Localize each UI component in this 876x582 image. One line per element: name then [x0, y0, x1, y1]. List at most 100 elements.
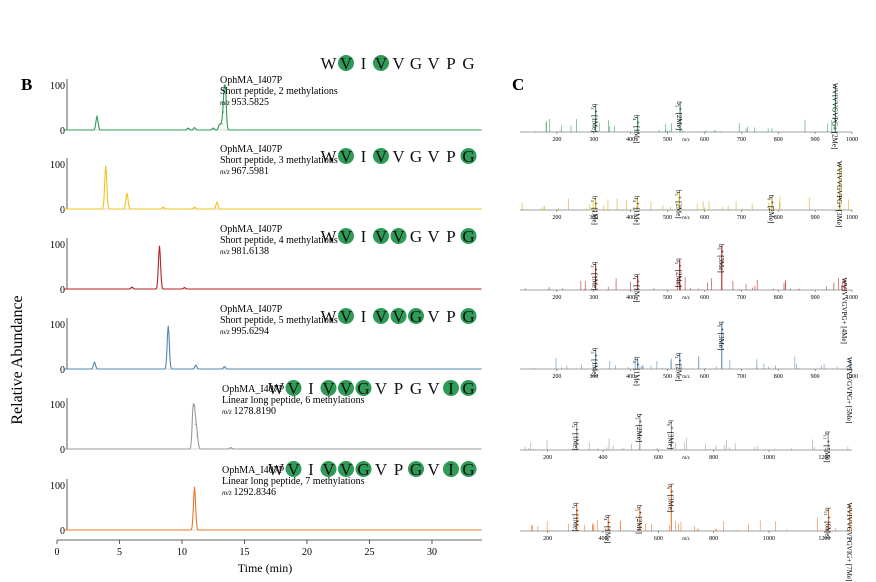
peak-marker [131, 286, 133, 288]
peak-marker [93, 361, 96, 363]
peak-marker [196, 434, 198, 437]
y-axis-label: Relative Abundance [9, 295, 26, 424]
spectrum-tick-label: 600 [700, 137, 709, 143]
spectrum-1: 200 300 400 500 600 700 800 900 1000 m/z b₃⁺ [1Me]… [520, 83, 858, 149]
mz-number: 981.6138 [231, 246, 269, 257]
spectrum-tick-label: 500 [663, 137, 672, 143]
spectrum-tick-label: 900 [811, 295, 820, 301]
residue-letter: V [287, 379, 300, 398]
residue-letter: V [392, 54, 405, 73]
fragment-label: b₆⁺ [3Me] [666, 420, 674, 449]
residue-letter: V [340, 147, 353, 166]
spectrum-tick-label: 800 [709, 455, 718, 461]
residue-letter: V [287, 460, 300, 479]
fragment-label: WVIVVGVPG+ [3Me] [835, 161, 843, 227]
residue-letter: I [361, 54, 367, 73]
mz-number: 1292.8346 [233, 487, 276, 498]
methylation-circle [355, 461, 372, 477]
methylation-circle [460, 308, 477, 324]
fragment-label: b₁₁⁺ [6Me] [823, 507, 831, 538]
residue-letter: G [462, 307, 474, 326]
spectrum-tick-label: 300 [589, 137, 598, 143]
residue-letter: G [462, 379, 474, 398]
residue-letter: P [446, 147, 455, 166]
spectrum-tick-label: 200 [552, 137, 561, 143]
methylation-circle [443, 461, 459, 477]
spectrum-tick-label: 800 [774, 374, 783, 380]
methylation-circle [285, 380, 302, 396]
residue-letter: V [427, 379, 440, 398]
residue-letter: W [320, 54, 337, 73]
residue-letter: P [394, 379, 403, 398]
methylation-circle [390, 308, 407, 324]
spectrum-tick-label: 700 [737, 295, 746, 301]
residue-letter: G [462, 54, 474, 73]
spectrum-tick-label: 400 [626, 374, 635, 380]
y-tick-0: 0 [60, 526, 65, 537]
fragment-label: b₅⁺ [2Me] [674, 190, 682, 219]
methylation-circle [338, 380, 354, 396]
methylation-circle [390, 228, 407, 244]
peak-marker [183, 287, 186, 289]
residue-letter: G [410, 227, 422, 246]
residue-letter: V [427, 227, 440, 246]
residue-letter: W [320, 307, 337, 326]
residue-letter: V [427, 54, 440, 73]
mz-value: m/z 995.6294 [220, 326, 269, 337]
mz-value: m/z 1292.8346 [222, 487, 276, 498]
residue-letter: V [340, 379, 353, 398]
mz-value: m/z 953.5825 [220, 97, 269, 108]
spectrum-tick-label: 500 [663, 374, 672, 380]
y-tick-0: 0 [60, 285, 65, 296]
methylation-circle [355, 380, 372, 396]
residue-letter: I [361, 227, 367, 246]
residue-letter: G [357, 460, 369, 479]
spectrum-tick-label: 400 [626, 137, 635, 143]
spectrum-tick-label: 600 [700, 374, 709, 380]
y-tick-0: 0 [60, 126, 65, 137]
spectrum-tick-label: 1000 [763, 536, 775, 542]
fragment-label: b₅⁺ [2Me] [675, 353, 683, 382]
spectrum-5: 200 400 600 800 1000 1200 m/z b₃⁺ [1Me] b₅⁺ [2Me… [520, 413, 852, 463]
residue-letter: V [322, 379, 335, 398]
fragment-label: b₅⁺ [2Me] [635, 413, 643, 442]
residue-letter: I [448, 460, 454, 479]
residue-letter: I [308, 460, 314, 479]
y-tick-100: 100 [50, 81, 65, 92]
fragment-label: b₄⁺ [1Me] [632, 196, 640, 225]
methylation-circle [285, 461, 302, 477]
fragment-label: b₆⁺ [3Me] [717, 321, 725, 350]
fragment-label: b₆⁺ [3Me] [717, 244, 725, 273]
methylation-circle [460, 461, 477, 477]
y-tick-0: 0 [60, 365, 65, 376]
spectrum-tick-label: 600 [700, 215, 709, 221]
peak-marker [96, 115, 98, 118]
mz-prefix: m/z [220, 328, 231, 336]
mz-value: m/z 1278.8190 [222, 406, 276, 417]
y-tick-100: 100 [50, 400, 65, 411]
y-tick-100: 100 [50, 320, 65, 331]
chromatogram-trace [63, 487, 482, 531]
fragment-label: WVIVVGVPG+ [4Me] [840, 277, 848, 343]
residue-letter: I [361, 147, 367, 166]
methylation-circle [460, 228, 477, 244]
spectrum-tick-label: 900 [811, 374, 820, 380]
y-tick-100: 100 [50, 240, 65, 251]
fragment-label: b₅⁺ [2Me] [635, 505, 643, 534]
spectrum-4: 200 300 400 500 600 700 800 900 1000 m/z b₃⁺ [1Me]… [520, 321, 858, 423]
peptide-description: Linear long peptide, 7 methylations [222, 476, 365, 487]
chromatogram-trace [63, 166, 482, 210]
spectrum-tick-label: 800 [774, 295, 783, 301]
spectrum-3: 200 300 400 500 600 700 800 900 1000 m/z b₃⁺ [1Me]… [520, 244, 858, 344]
spectrum-tick-label: 500 [663, 295, 672, 301]
residue-letter: V [375, 147, 388, 166]
residue-letter: G [462, 460, 474, 479]
spectra-panels: 200 300 400 500 600 700 800 900 1000 m/z b₃⁺ [1Me]… [520, 83, 858, 581]
methylation-circle [443, 380, 459, 396]
sample-name: OphMA_I407P [222, 465, 285, 476]
peak-marker [105, 165, 107, 167]
